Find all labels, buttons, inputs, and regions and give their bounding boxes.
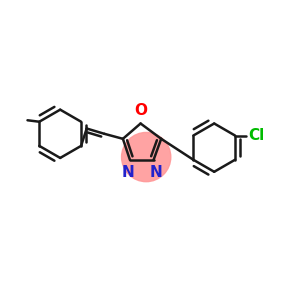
Text: N: N: [149, 165, 162, 180]
Circle shape: [122, 133, 171, 182]
Text: Cl: Cl: [248, 128, 264, 143]
Text: N: N: [121, 165, 134, 180]
Text: O: O: [134, 103, 147, 118]
